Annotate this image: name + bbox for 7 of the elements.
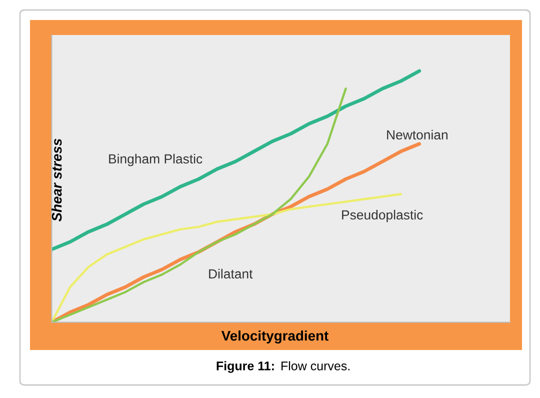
x-axis-title: Velocitygradient xyxy=(221,330,328,344)
series-label: Pseudoplastic xyxy=(342,210,423,222)
series-label: Newtonian xyxy=(387,130,448,140)
y-axis-title: Shear stress xyxy=(52,138,62,222)
caption: Figure 11: Flow curves. xyxy=(216,361,350,373)
series-label: Bingham Plastic xyxy=(109,154,202,166)
series-label: Dilatant xyxy=(209,268,253,279)
